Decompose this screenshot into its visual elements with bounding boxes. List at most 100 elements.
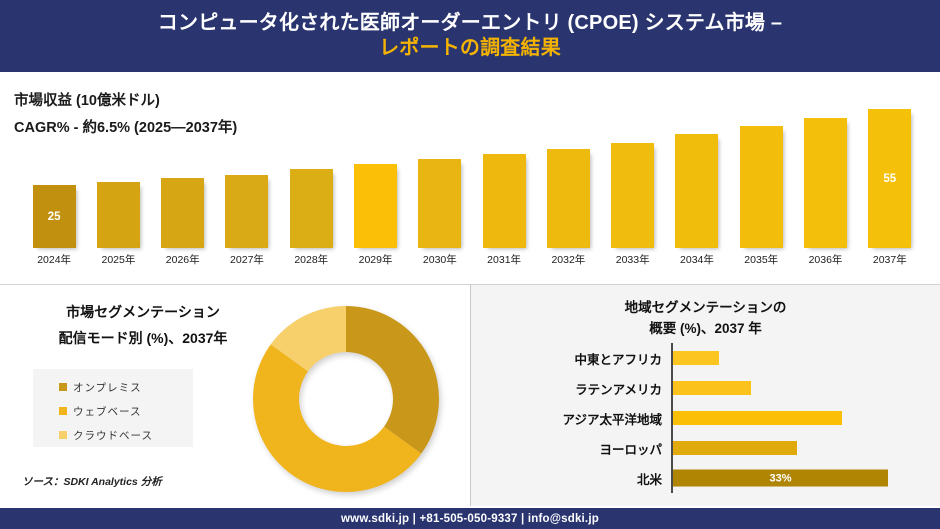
source-note: ソース：SDKI Analytics 分析 (22, 476, 162, 488)
region-title: 地域セグメンテーションの 概要 (%)、2037 年 (471, 297, 940, 339)
bar-item (729, 96, 793, 248)
bar-value-label: 55 (883, 172, 897, 185)
region-bar (673, 441, 797, 455)
region-row: 北米 33% (471, 463, 940, 493)
donut-slice (270, 306, 346, 372)
bar-value-label: 25 (47, 210, 61, 223)
region-label: アジア太平洋地域 (562, 412, 662, 427)
region-bar-chart: 中東とアフリカ ラテンアメリカアジア太平洋地域ヨーロッパ北米 33% (471, 343, 940, 493)
donut-data-label: 50% (335, 427, 361, 441)
donut-slice (346, 306, 440, 454)
x-axis-tick-label: 2028年 (294, 254, 329, 266)
legend-swatch-icon (59, 431, 67, 439)
bar-item (151, 96, 215, 248)
donut-legend: オンプレミス ウェブベース クラウドベース (33, 369, 193, 447)
x-axis-tick-label: 2026年 (165, 254, 200, 266)
bar-item (793, 96, 857, 248)
bar (161, 178, 205, 248)
x-axis-tick-label: 2030年 (422, 254, 457, 266)
bar-item (601, 96, 665, 248)
legend-item: ウェブベース (33, 399, 193, 423)
region-bar (673, 411, 842, 425)
chart-captions: 市場収益 (10億米ドル) CAGR% - 約6.5% (2025―2037年) (14, 88, 237, 142)
region-label: 北米 (636, 472, 662, 487)
legend-swatch-icon (59, 383, 67, 391)
bar (354, 164, 398, 248)
x-axis-tick-label: 2024年 (37, 254, 72, 266)
bar-item (665, 96, 729, 248)
segmentation-title-line1: 市場セグメンテーション (66, 304, 220, 320)
bar (418, 159, 462, 248)
revenue-label: 市場収益 (10億米ドル) (14, 93, 160, 109)
bar (482, 154, 526, 248)
revenue-bar-chart: 25 55 (22, 96, 922, 248)
bar-item (86, 96, 150, 248)
region-bar-track (671, 433, 940, 463)
x-axis-tick-label: 2025年 (101, 254, 136, 266)
bar-item (408, 96, 472, 248)
bar-item (343, 96, 407, 248)
region-row: 中東とアフリカ (471, 343, 940, 373)
region-value-label: 33% (769, 472, 792, 484)
region-bar-track (671, 403, 940, 433)
bar-item (472, 96, 536, 248)
x-axis-tick-label: 2034年 (680, 254, 714, 266)
region-bar-track (671, 373, 940, 403)
legend-item: クラウドベース (33, 423, 193, 447)
x-axis-tick-label: 2032年 (551, 254, 586, 266)
header-banner: コンピュータ化された医師オーダーエントリ (CPOE) システム市場 – レポー… (0, 0, 940, 72)
page-title-line2: レポートの調査結果 (379, 37, 561, 59)
bar (225, 175, 269, 248)
donut-slice (253, 344, 422, 492)
bar (804, 118, 848, 248)
footer-contact: www.sdki.jp | +81-505-050-9337 | info@sd… (341, 512, 599, 525)
x-axis-tick-label: 2033年 (615, 254, 650, 266)
region-bar-track: 33% (671, 463, 940, 493)
bar: 55 (868, 109, 912, 248)
bar-series: 25 55 (22, 96, 922, 248)
bar (546, 149, 590, 248)
region-label: ヨーロッパ (599, 442, 662, 457)
segmentation-panel: 市場セグメンテーション 配信モード別 (%)、2037年 オンプレミス ウェブベー… (0, 285, 469, 506)
region-bar (673, 351, 719, 365)
x-axis-tick-label: 2027年 (230, 254, 264, 266)
legend-label: ウェブベース (73, 405, 142, 418)
segmentation-title-line2: 配信モード別 (%)、2037年 (58, 330, 228, 346)
page-title-line1: コンピュータ化された医師オーダーエントリ (CPOE) システム市場 – (157, 12, 783, 34)
bar (739, 126, 783, 248)
region-title-line1: 地域セグメンテーションの (624, 300, 787, 315)
x-axis-tick-label: 2037年 (872, 254, 907, 266)
bar-item (279, 96, 343, 248)
legend-label: クラウドベース (73, 429, 153, 442)
segmentation-title: 市場セグメンテーション 配信モード別 (%)、2037年 (18, 299, 268, 351)
bar-chart-x-axis: 2024年 2025年 2026年 2027年 2028年 2029年 2030年 2031年… (22, 252, 922, 267)
legend-item: オンプレミス (33, 375, 193, 399)
donut-svg (253, 306, 440, 492)
x-axis-tick-label: 2035年 (744, 254, 779, 266)
region-title-line2: 概要 (%)、2037 年 (649, 321, 762, 336)
cagr-label: CAGR% - 約6.5% (2025―2037年) (14, 120, 238, 136)
bar-item: 55 (858, 96, 922, 248)
region-row: ラテンアメリカ (471, 373, 940, 403)
region-label: ラテンアメリカ (575, 382, 662, 397)
bar (611, 143, 655, 248)
region-label: 中東とアフリカ (574, 352, 662, 367)
bar-item (536, 96, 600, 248)
x-axis-tick-label: 2036年 (808, 254, 843, 266)
footer-bar: www.sdki.jp | +81-505-050-9337 | info@sd… (0, 508, 940, 529)
bar-item: 25 (22, 96, 86, 248)
region-row: ヨーロッパ (471, 433, 940, 463)
bar (675, 134, 719, 248)
bar (96, 182, 140, 248)
region-panel: 地域セグメンテーションの 概要 (%)、2037 年 中東とアフリカ ラテンアメリ… (470, 285, 940, 506)
bottom-panels: 市場セグメンテーション 配信モード別 (%)、2037年 オンプレミス ウェブベー… (0, 284, 940, 506)
bar-item (215, 96, 279, 248)
region-bar-track (671, 343, 940, 373)
x-axis-tick-label: 2029年 (358, 254, 393, 266)
x-axis-tick-label: 2031年 (487, 254, 522, 266)
region-bar: 33% (673, 469, 888, 487)
delivery-mode-donut-chart: 50% (251, 304, 441, 494)
region-bar (673, 381, 751, 395)
legend-label: オンプレミス (73, 381, 142, 394)
legend-swatch-icon (59, 407, 67, 415)
